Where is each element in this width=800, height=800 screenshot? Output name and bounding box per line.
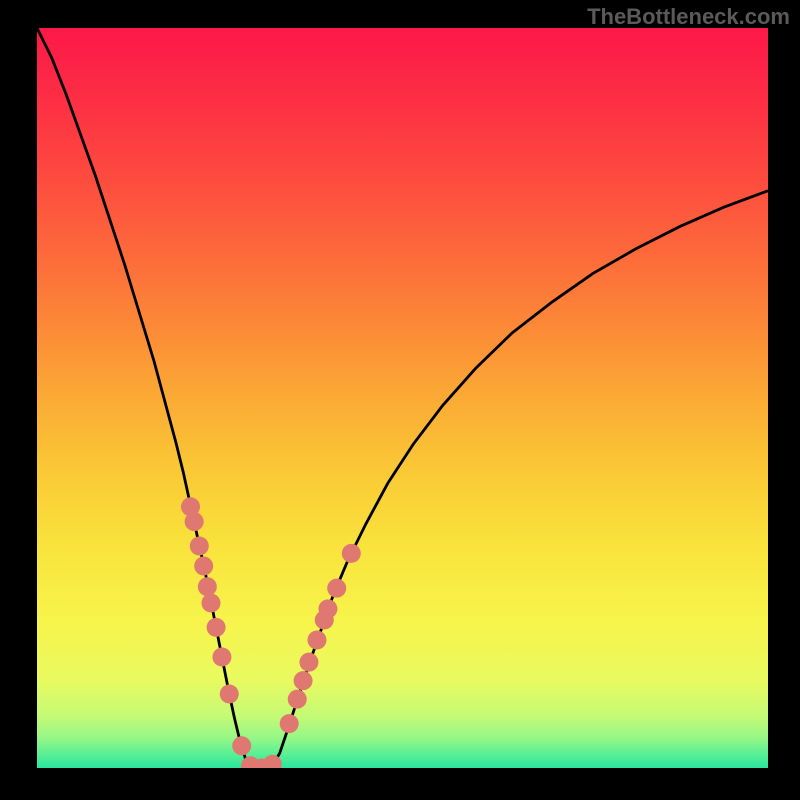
data-marker bbox=[294, 671, 313, 690]
data-marker bbox=[212, 648, 231, 667]
data-marker bbox=[201, 593, 220, 612]
data-marker bbox=[190, 537, 209, 556]
data-marker bbox=[185, 512, 204, 531]
data-marker bbox=[318, 599, 337, 618]
data-marker bbox=[194, 556, 213, 575]
chart-container: TheBottleneck.com bbox=[0, 0, 800, 800]
gradient-background bbox=[37, 28, 768, 768]
watermark-text: TheBottleneck.com bbox=[587, 4, 790, 30]
data-marker bbox=[232, 736, 251, 755]
data-marker bbox=[299, 653, 318, 672]
data-marker bbox=[327, 579, 346, 598]
data-marker bbox=[307, 630, 326, 649]
data-marker bbox=[342, 544, 361, 563]
data-marker bbox=[207, 618, 226, 637]
chart-svg bbox=[37, 28, 768, 768]
data-marker bbox=[288, 690, 307, 709]
plot-area bbox=[37, 28, 768, 768]
data-marker bbox=[220, 685, 239, 704]
data-marker bbox=[280, 714, 299, 733]
data-marker bbox=[198, 577, 217, 596]
